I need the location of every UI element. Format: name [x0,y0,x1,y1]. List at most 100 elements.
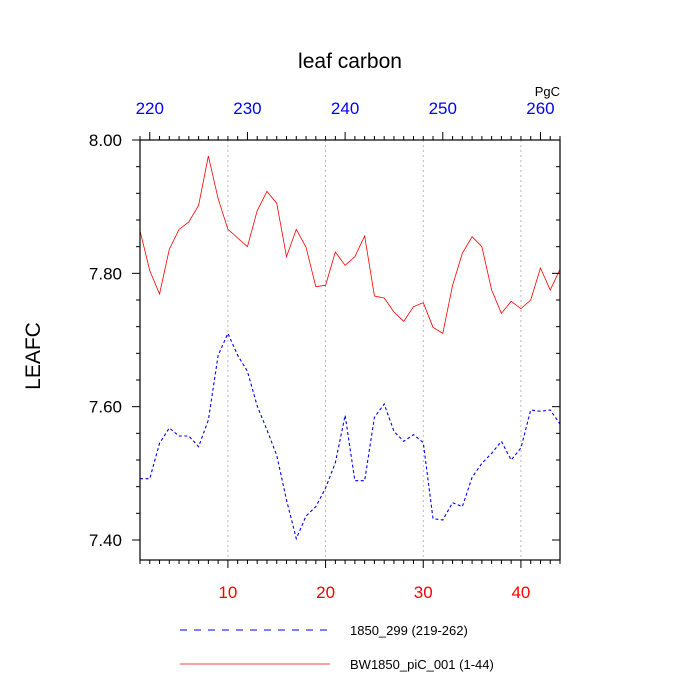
data-point-s0-7 [198,446,199,447]
data-point-s0-12 [247,371,248,372]
data-point-s0-13 [257,405,258,406]
data-point-s0-36 [481,463,482,464]
data-point-s0-2 [149,478,150,479]
data-point-s0-23 [354,480,355,481]
data-point-s1-16 [286,256,287,257]
data-point-s1-24 [364,235,365,236]
series-line-bw1850-pic-001 [139,155,561,334]
data-point-s0-5 [178,435,179,436]
data-point-s0-22 [345,415,346,416]
legend-label-1850-299: 1850_299 (219-262) [350,623,468,638]
data-point-s1-23 [354,256,355,257]
plot-frame [139,139,561,561]
data-point-s1-21 [335,251,336,252]
data-point-s1-36 [481,246,482,247]
data-point-s1-31 [432,327,433,328]
data-point-s0-24 [364,480,365,481]
data-point-s1-11 [237,237,238,238]
data-point-s1-20 [325,285,326,286]
data-point-s1-4 [169,249,170,250]
data-point-s1-37 [491,289,492,290]
data-point-s0-28 [403,441,404,442]
data-point-s1-42 [540,267,541,268]
data-point-s0-4 [169,427,170,428]
y-tick-label-3: 8.00 [89,131,122,150]
data-point-s1-35 [471,236,472,237]
data-point-s0-40 [520,447,521,448]
data-point-s0-35 [471,477,472,478]
data-point-s0-43 [550,409,551,410]
data-point-s1-5 [178,229,179,230]
data-point-s1-13 [257,210,258,211]
data-point-s0-39 [511,459,512,460]
data-point-s1-17 [296,229,297,230]
data-point-s1-7 [198,205,199,206]
data-point-s0-18 [305,515,306,516]
data-point-s0-37 [491,453,492,454]
data-point-s0-21 [335,462,336,463]
data-point-s1-26 [384,297,385,298]
legend-label-bw1850-pic-001: BW1850_piC_001 (1-44) [350,657,494,672]
data-point-s0-14 [266,429,267,430]
data-point-s1-19 [315,286,316,287]
data-point-s1-34 [462,253,463,254]
series-line-1850-299 [140,331,561,541]
data-point-s1-38 [501,313,502,314]
data-point-s0-19 [315,506,316,507]
units-label: PgC [535,84,560,99]
x-tick-label-40: 40 [511,583,530,602]
data-point-s0-20 [325,487,326,488]
data-point-s0-26 [384,403,385,404]
data-point-s1-15 [276,203,277,204]
chart-title: leaf carbon [298,50,402,73]
data-point-s1-32 [442,333,443,334]
data-point-s0-32 [442,519,443,520]
data-point-s1-33 [452,285,453,286]
data-point-s0-9 [218,355,219,356]
data-point-s0-3 [159,443,160,444]
data-point-s0-41 [530,409,531,410]
data-point-s1-41 [530,299,531,300]
series-lines [139,155,561,541]
data-point-s0-31 [432,518,433,519]
axis-ticks [132,132,561,568]
data-point-s1-2 [149,270,150,271]
data-point-s0-38 [501,441,502,442]
data-point-s1-9 [218,198,219,199]
data-point-s0-16 [286,499,287,500]
plot-area: 10 20 30 40 220 230 240 250 260 7.40 7.60 7.80 8.00 [89,99,561,602]
data-point-s0-42 [540,411,541,412]
data-point-s0-30 [423,442,424,443]
y-axis-label: LEAFC [22,322,45,390]
data-point-s0-11 [237,355,238,356]
data-point-s1-6 [188,221,189,222]
data-point-s1-3 [159,293,160,294]
data-point-s0-33 [452,502,453,503]
data-point-s0-8 [208,419,209,420]
data-point-s1-43 [550,289,551,290]
data-point-s0-15 [276,455,277,456]
tick-labels: 10 20 30 40 220 230 240 250 260 7.40 7.60 7.80 8.00 [89,99,555,602]
data-point-s1-30 [423,302,424,303]
y-tick-label-0: 7.40 [89,531,122,550]
data-point-s0-6 [188,435,189,436]
data-point-s1-18 [305,247,306,248]
top-x-tick-label-220: 220 [136,99,164,118]
data-point-s1-14 [266,191,267,192]
data-point-s0-29 [413,434,414,435]
data-point-s0-34 [462,506,463,507]
y-tick-label-1: 7.60 [89,398,122,417]
data-point-s1-27 [393,311,394,312]
data-point-s0-25 [374,417,375,418]
data-point-s0-17 [296,538,297,539]
top-x-tick-label-250: 250 [429,99,457,118]
data-point-s0-10 [227,333,228,334]
data-point-s1-39 [511,301,512,302]
x-tick-label-20: 20 [316,583,335,602]
data-point-s0-27 [393,431,394,432]
y-tick-label-2: 7.80 [89,264,122,283]
data-point-s1-29 [413,306,414,307]
data-point-s1-8 [208,155,209,156]
x-tick-label-10: 10 [218,583,237,602]
